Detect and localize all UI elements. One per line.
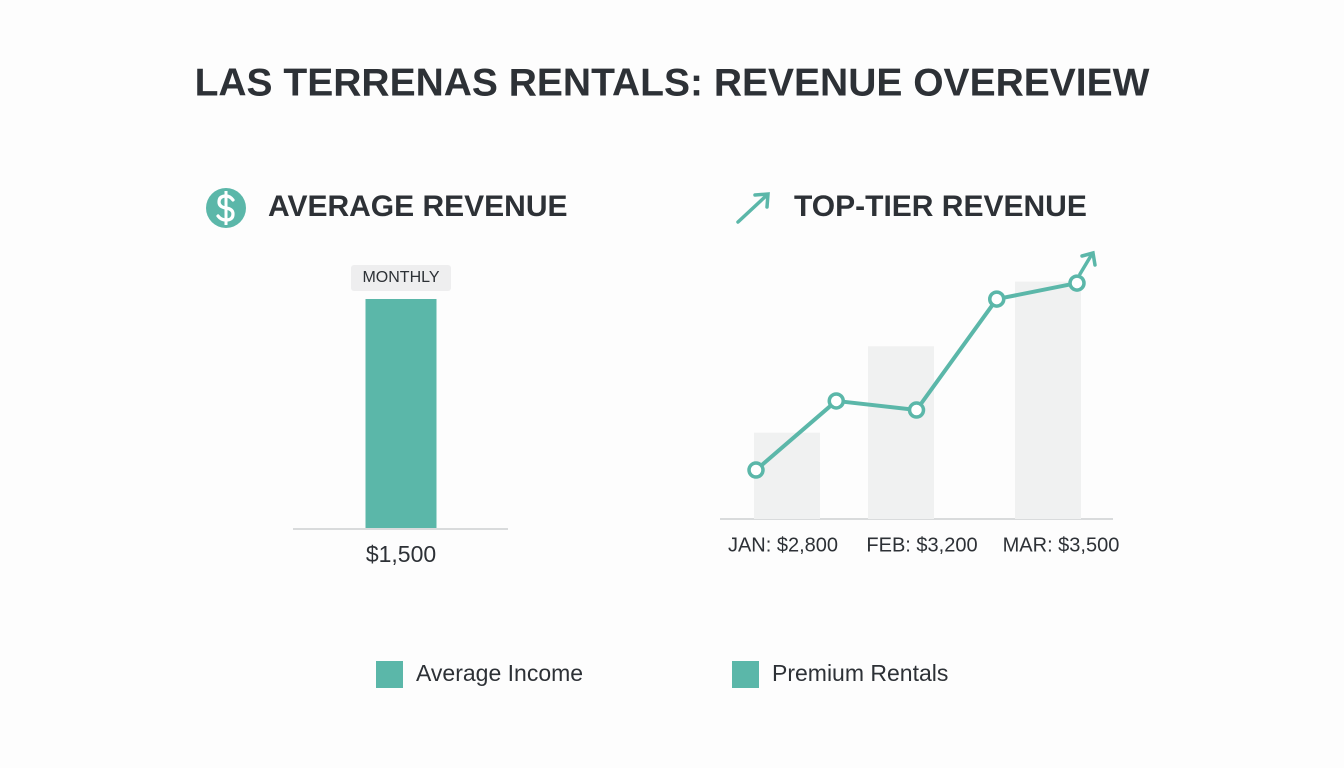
page-title: LAS TERRENAS RENTALS: REVENUE OVEREVIEW [195,61,1150,104]
value-label: $1,500 [366,541,436,567]
bar [754,432,820,519]
legend-label: Average Income [416,660,583,686]
x-tick-label: FEB: $3,200 [866,534,977,556]
category-badge [351,265,451,291]
x-tick-label: MAR: $3,500 [1003,534,1120,556]
trend-icon [736,192,770,224]
legend-swatch [376,661,403,688]
x-tick-label: JAN: $2,800 [728,534,838,556]
category-label: MONTHLY [362,269,439,286]
bar [365,299,437,528]
line-point [907,401,926,419]
bar [868,346,934,519]
bar [1015,281,1081,519]
line-point [747,461,765,479]
line-point [827,392,845,410]
line-point [1068,274,1086,292]
chart-title: AVERAGE REVENUE [268,190,568,223]
chart-title: TOP-TIER REVENUE [794,190,1087,223]
line-arrow [1078,250,1097,276]
dollar-icon [206,188,246,228]
legend-swatch [732,661,759,688]
line-point [988,290,1006,308]
legend-label: Premium Rentals [772,660,948,686]
